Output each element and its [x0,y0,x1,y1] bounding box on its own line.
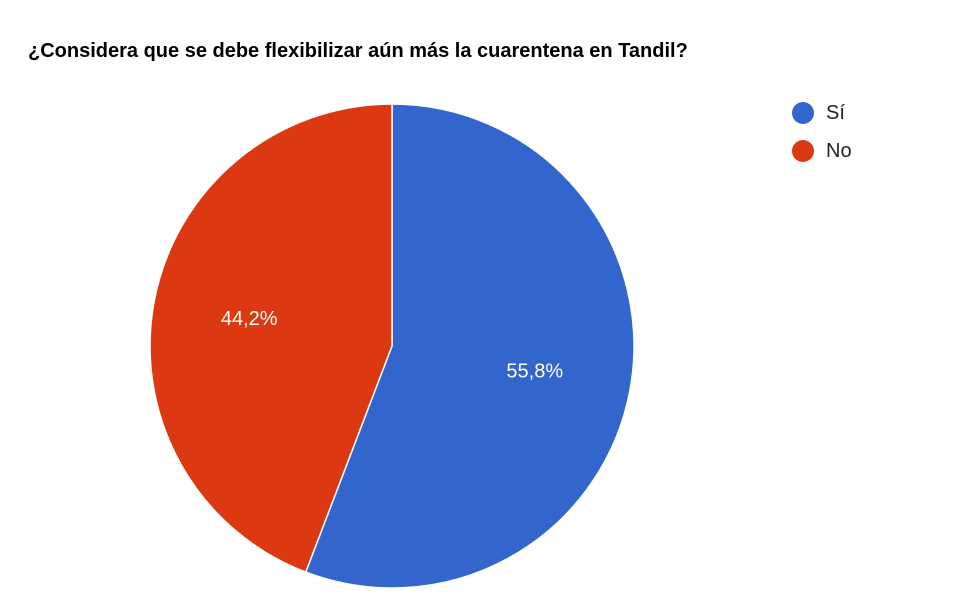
legend-label-no: No [826,139,852,162]
slice-label-si: 55,8% [506,361,563,383]
legend-swatch-no [792,140,814,162]
legend-item-no[interactable]: No [792,138,852,164]
pie-slice-no[interactable] [149,103,393,574]
slice-label-no: 44,2% [221,308,278,330]
chart-title: ¿Considera que se debe flexibilizar aún … [28,40,688,62]
legend-label-si: Sí [826,101,845,124]
legend: Sí No [792,100,852,176]
legend-swatch-si [792,102,814,124]
pie-slice-si[interactable] [304,103,635,589]
legend-item-si[interactable]: Sí [792,100,852,126]
